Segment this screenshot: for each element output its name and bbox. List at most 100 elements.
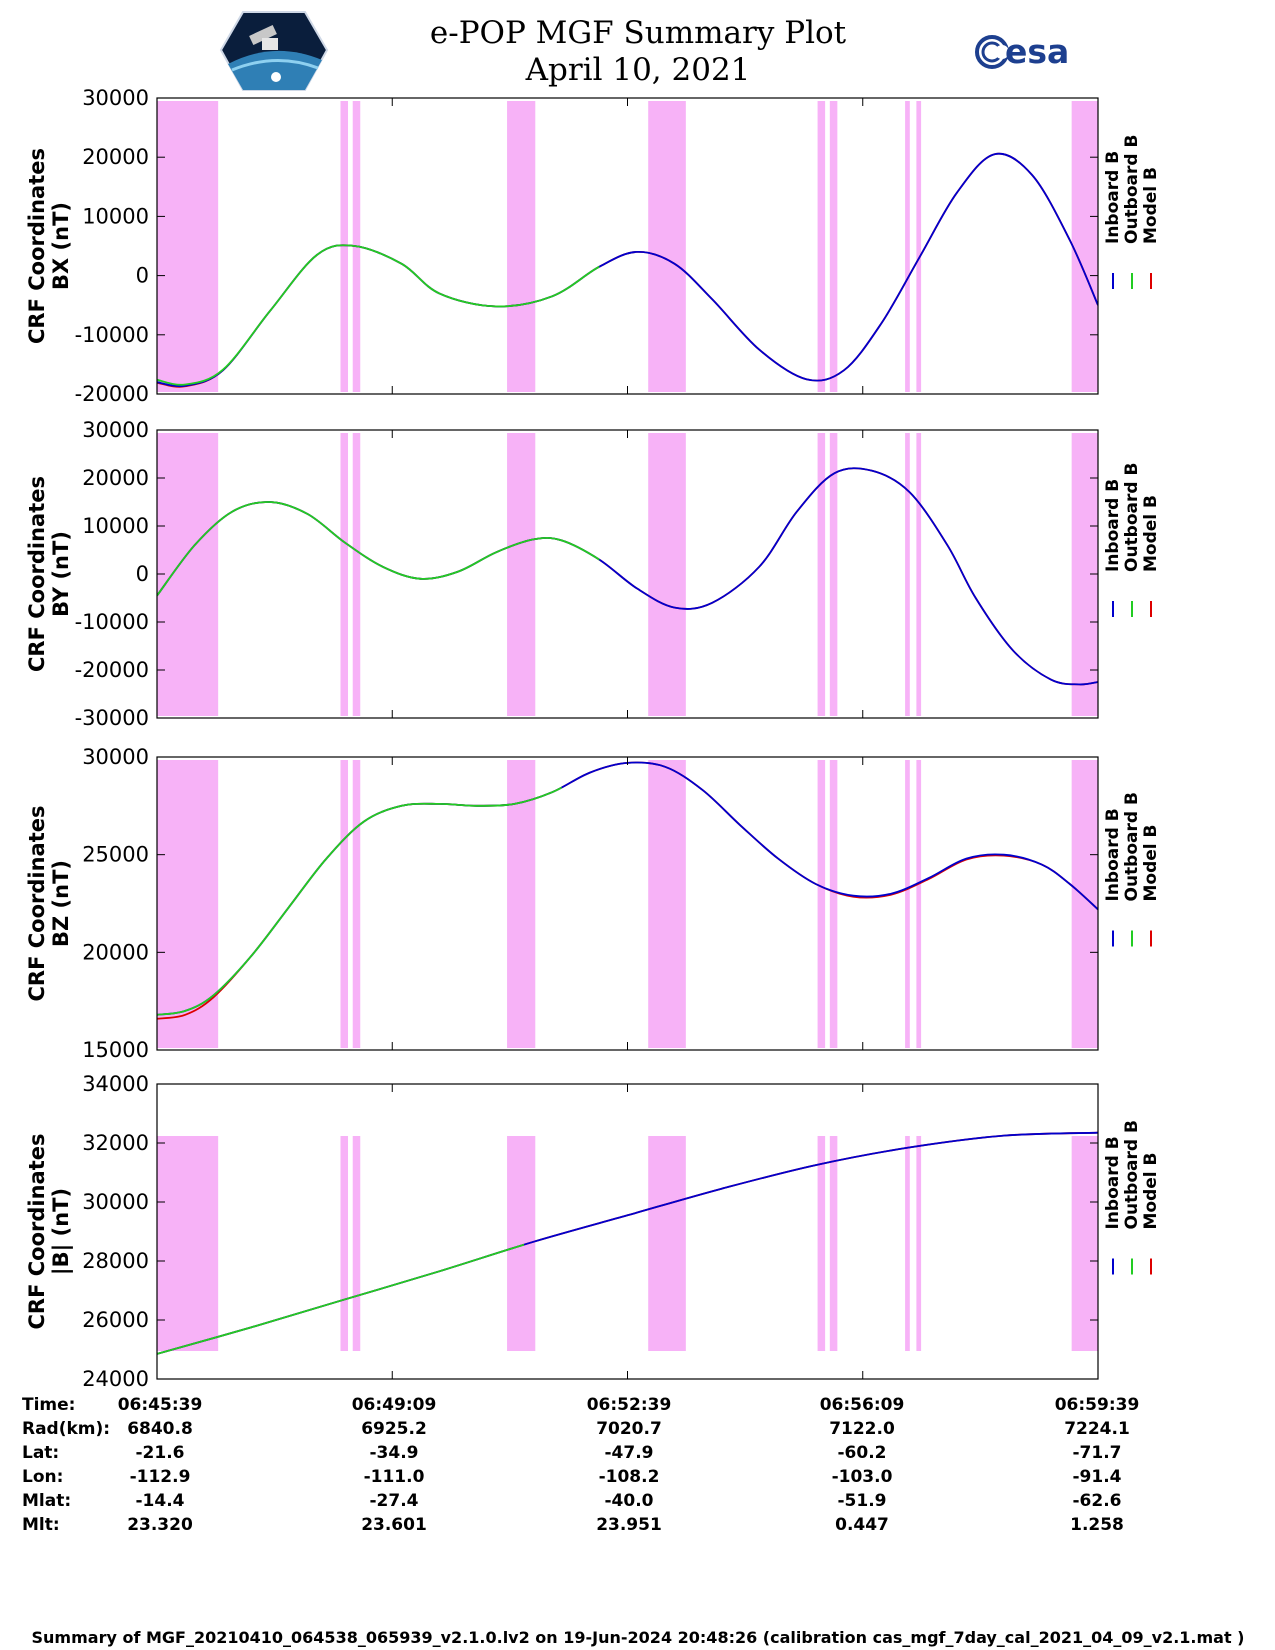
series-outboard-b [157,786,562,1016]
orbit-value: -71.7 [1073,1443,1122,1463]
shaded-interval [817,433,826,716]
series-outboard-b [157,1243,524,1355]
orbit-row-label: Lat: [22,1443,59,1463]
panel-3: 15000 20000 25000 30000 CRF CoordinatesBZ (n… [25,745,1161,1062]
shaded-interval [507,760,536,1048]
legend-entry: Outboard B [1122,792,1142,901]
legend-entry: Outboard B [1122,1120,1142,1229]
legend-entry: Model B [1141,495,1161,572]
panel-frame [156,1083,1099,1380]
orbit-value: 06:56:09 [820,1395,905,1415]
shaded-interval [916,101,922,392]
shaded-interval [916,433,922,716]
orbit-value: -91.4 [1073,1467,1122,1487]
orbit-row-label: Time: [22,1395,75,1415]
orbit-value: 06:49:09 [352,1395,437,1415]
orbit-value: -21.6 [136,1443,185,1463]
shaded-interval [1071,101,1098,392]
shaded-interval [905,1136,910,1351]
y-axis-label: CRF CoordinatesBZ (nT) [25,806,73,1002]
orbit-value: -51.9 [838,1491,887,1511]
shaded-interval [829,1136,838,1351]
legend-entry: Inboard B [1103,1136,1123,1229]
shaded-interval [157,760,219,1048]
orbit-value: 7122.0 [829,1419,895,1439]
orbit-value: -14.4 [136,1491,185,1511]
y-tick-label: 34000 [82,1072,149,1096]
esa-logo-text: esa [1005,32,1069,71]
y-tick-label: 32000 [82,1131,149,1155]
shaded-interval [157,433,219,716]
shaded-interval [829,101,838,392]
series-inboard-b [157,1131,1098,1355]
shaded-interval [352,760,361,1048]
y-tick-label: 20000 [82,940,149,964]
shaded-interval [829,760,838,1048]
y-axis-label: CRF CoordinatesBX (nT) [25,148,73,344]
orbit-row-label: Lon: [22,1467,63,1487]
y-tick-label: 20000 [82,145,149,169]
shaded-interval [905,433,910,716]
field-panels: -20000 -10000 0 10000 20000 30000 CRF Coordina… [25,86,1161,1391]
orbit-value: -111.0 [364,1467,425,1487]
series-outboard-b [157,501,600,597]
shaded-interval [157,101,219,392]
series-model-b [157,152,1098,388]
plot-title-line-1: e-POP MGF Summary Plot [430,15,847,51]
shaded-interval [817,101,826,392]
panel-frame [156,429,1099,719]
orbit-value: 23.951 [596,1515,662,1535]
shaded-interval [507,1136,536,1351]
orbit-value: 06:52:39 [587,1395,672,1415]
footer-caption: Summary of MGF_20210410_064538_065939_v2… [32,1628,1245,1647]
shaded-interval [340,101,349,392]
y-tick-label: 30000 [82,745,149,769]
shaded-interval [648,760,686,1048]
legend: Inboard B Outboard B Model B [1103,135,1161,289]
plot-title-line-2: April 10, 2021 [525,52,751,88]
y-tick-label: -10000 [75,323,149,347]
legend-entry: Outboard B [1122,135,1142,244]
y-tick-label: 25000 [82,843,149,867]
shaded-interval [352,433,361,716]
shaded-interval [648,101,686,392]
esa-logo: esa [975,32,1069,71]
orbit-row-label: Mlat: [22,1491,71,1511]
legend-entry: Inboard B [1103,151,1123,244]
series-inboard-b [157,467,1098,686]
orbit-info-row-labels: Time: Rad(km): Lat: Lon: Mlat: Mlt: [22,1395,110,1535]
orbit-value: -108.2 [599,1467,660,1487]
y-tick-label: 26000 [82,1308,149,1332]
orbit-value: 7224.1 [1064,1419,1130,1439]
shaded-interval [1071,760,1098,1048]
shaded-interval [352,1136,361,1351]
y-tick-label: 0 [136,562,149,586]
y-axis-label: CRF CoordinatesBY (nT) [25,476,73,672]
shaded-interval [340,1136,349,1351]
series-model-b [157,467,1098,686]
shaded-interval [507,101,536,392]
orbit-value: 23.320 [127,1515,193,1535]
shaded-interval [1071,1136,1098,1351]
shaded-interval [916,1136,922,1351]
panel-2: -30000 -20000 -10000 0 10000 20000 30000 CRF Co… [25,418,1161,730]
y-tick-label: 0 [136,264,149,288]
orbit-value: 06:45:39 [118,1395,203,1415]
y-tick-label: 30000 [82,418,149,442]
y-axis-label: CRF Coordinates|B| (nT) [25,1134,74,1330]
shaded-interval [829,433,838,716]
legend-entry: Inboard B [1103,479,1123,572]
orbit-value: -103.0 [832,1467,893,1487]
y-tick-label: -30000 [75,706,149,730]
shaded-interval [817,760,826,1048]
y-tick-label: 30000 [82,86,149,110]
legend-entry: Model B [1141,825,1161,902]
y-tick-label: 24000 [82,1367,149,1391]
y-tick-label: 10000 [82,204,149,228]
shaded-interval [648,433,686,716]
orbit-value: 6925.2 [361,1419,427,1439]
y-tick-label: 10000 [82,514,149,538]
orbit-value: -47.9 [605,1443,654,1463]
legend-entry: Outboard B [1122,463,1142,572]
